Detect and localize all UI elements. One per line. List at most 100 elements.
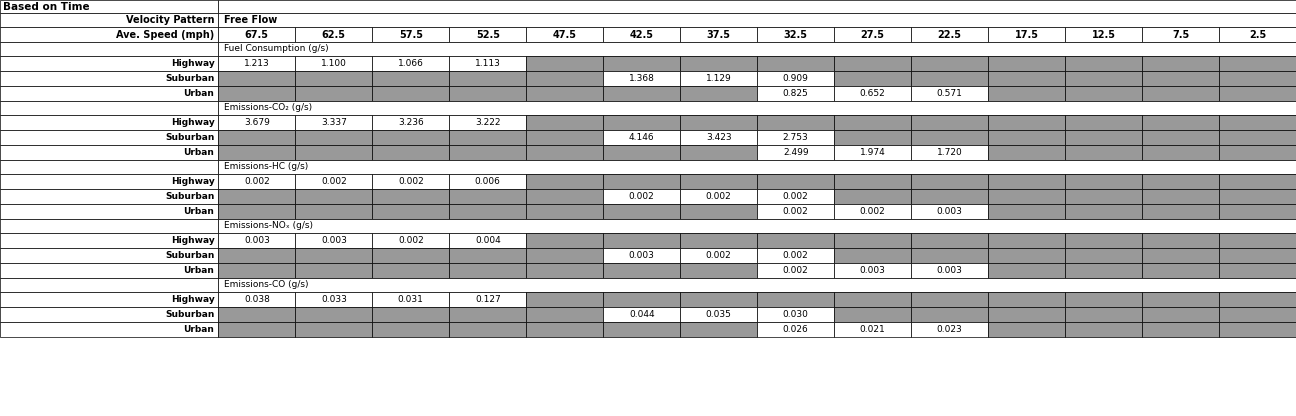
Bar <box>680 322 757 337</box>
Bar <box>0 145 218 160</box>
Bar <box>1220 263 1296 278</box>
Bar <box>450 248 526 263</box>
Bar <box>526 307 603 322</box>
Bar <box>835 248 911 263</box>
Bar <box>372 71 450 86</box>
Bar <box>218 71 295 86</box>
Text: 0.026: 0.026 <box>783 325 809 334</box>
Text: Urban: Urban <box>184 266 214 275</box>
Bar <box>372 233 450 248</box>
Bar <box>603 115 680 130</box>
Bar <box>757 86 835 101</box>
Text: 0.030: 0.030 <box>783 310 809 319</box>
Bar <box>0 263 218 278</box>
Bar <box>218 219 1296 233</box>
Bar <box>757 189 835 204</box>
Bar <box>218 27 295 42</box>
Bar <box>450 233 526 248</box>
Text: 0.003: 0.003 <box>937 266 963 275</box>
Bar <box>1142 233 1220 248</box>
Bar <box>218 42 1296 56</box>
Bar <box>1142 86 1220 101</box>
Bar <box>450 292 526 307</box>
Bar <box>988 174 1065 189</box>
Bar <box>1065 322 1142 337</box>
Bar <box>680 263 757 278</box>
Bar <box>295 307 372 322</box>
Text: 0.004: 0.004 <box>474 236 500 245</box>
Bar <box>372 174 450 189</box>
Text: 0.035: 0.035 <box>706 310 732 319</box>
Text: 1.974: 1.974 <box>859 148 885 157</box>
Bar <box>835 115 911 130</box>
Bar <box>603 145 680 160</box>
Text: 0.002: 0.002 <box>706 192 731 201</box>
Text: 0.038: 0.038 <box>244 295 270 304</box>
Bar <box>0 115 218 130</box>
Bar <box>988 145 1065 160</box>
Text: 2.753: 2.753 <box>783 133 809 142</box>
Bar <box>911 56 988 71</box>
Bar <box>218 101 1296 115</box>
Bar <box>450 174 526 189</box>
Bar <box>526 86 603 101</box>
Bar <box>295 233 372 248</box>
Text: Emissions-HC (g/s): Emissions-HC (g/s) <box>224 163 308 171</box>
Bar <box>603 322 680 337</box>
Text: 0.002: 0.002 <box>398 177 424 186</box>
Bar <box>295 86 372 101</box>
Bar <box>1142 189 1220 204</box>
Bar <box>757 145 835 160</box>
Bar <box>911 233 988 248</box>
Text: 32.5: 32.5 <box>784 30 807 40</box>
Bar <box>1220 56 1296 71</box>
Bar <box>835 233 911 248</box>
Text: Suburban: Suburban <box>165 74 214 83</box>
Bar <box>218 145 295 160</box>
Bar <box>1142 248 1220 263</box>
Bar <box>1065 145 1142 160</box>
Bar <box>218 307 295 322</box>
Bar <box>372 292 450 307</box>
Text: 0.002: 0.002 <box>706 251 731 260</box>
Bar <box>757 56 835 71</box>
Bar <box>988 86 1065 101</box>
Text: Fuel Consumption (g/s): Fuel Consumption (g/s) <box>224 45 328 54</box>
Bar <box>526 263 603 278</box>
Bar <box>372 27 450 42</box>
Bar <box>0 219 218 233</box>
Bar <box>988 27 1065 42</box>
Bar <box>295 263 372 278</box>
Bar <box>218 86 295 101</box>
Bar <box>0 0 218 13</box>
Bar <box>680 248 757 263</box>
Bar <box>988 130 1065 145</box>
Bar <box>218 322 295 337</box>
Bar <box>526 292 603 307</box>
Bar <box>988 263 1065 278</box>
Text: Highway: Highway <box>171 236 214 245</box>
Bar <box>1142 56 1220 71</box>
Bar <box>603 130 680 145</box>
Text: 0.002: 0.002 <box>859 207 885 216</box>
Text: 1.129: 1.129 <box>706 74 731 83</box>
Text: 0.652: 0.652 <box>859 89 885 98</box>
Bar <box>680 292 757 307</box>
Bar <box>372 204 450 219</box>
Text: 17.5: 17.5 <box>1015 30 1038 40</box>
Bar <box>911 115 988 130</box>
Text: Highway: Highway <box>171 118 214 127</box>
Bar <box>526 174 603 189</box>
Bar <box>988 248 1065 263</box>
Bar <box>680 86 757 101</box>
Bar <box>372 86 450 101</box>
Bar <box>1142 71 1220 86</box>
Bar <box>911 189 988 204</box>
Text: 0.031: 0.031 <box>398 295 424 304</box>
Text: 0.002: 0.002 <box>398 236 424 245</box>
Bar <box>835 86 911 101</box>
Bar <box>680 174 757 189</box>
Bar <box>0 101 218 115</box>
Bar <box>911 204 988 219</box>
Text: 1.113: 1.113 <box>474 59 500 68</box>
